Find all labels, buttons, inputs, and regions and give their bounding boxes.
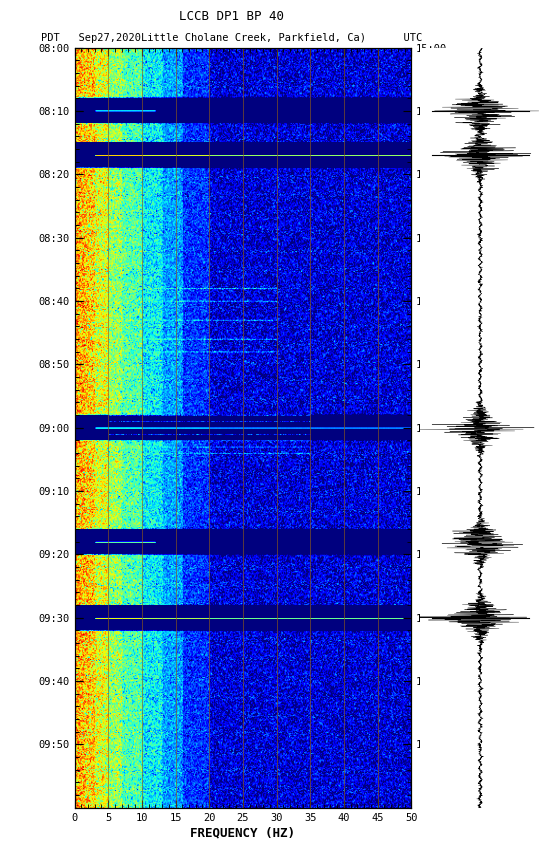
X-axis label: FREQUENCY (HZ): FREQUENCY (HZ) — [190, 827, 295, 840]
Text: PDT   Sep27,2020Little Cholane Creek, Parkfield, Ca)      UTC: PDT Sep27,2020Little Cholane Creek, Park… — [41, 34, 422, 43]
Text: LCCB DP1 BP 40: LCCB DP1 BP 40 — [179, 10, 284, 23]
